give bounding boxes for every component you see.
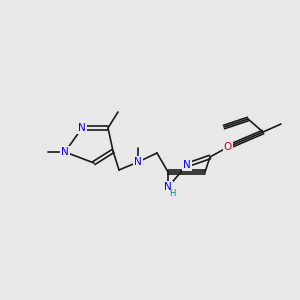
Text: N: N <box>183 160 191 170</box>
Text: N: N <box>134 157 142 167</box>
Text: N: N <box>61 147 69 157</box>
Text: N: N <box>164 182 172 192</box>
Text: H: H <box>169 188 176 197</box>
Text: N: N <box>78 123 86 133</box>
Text: O: O <box>224 142 232 152</box>
